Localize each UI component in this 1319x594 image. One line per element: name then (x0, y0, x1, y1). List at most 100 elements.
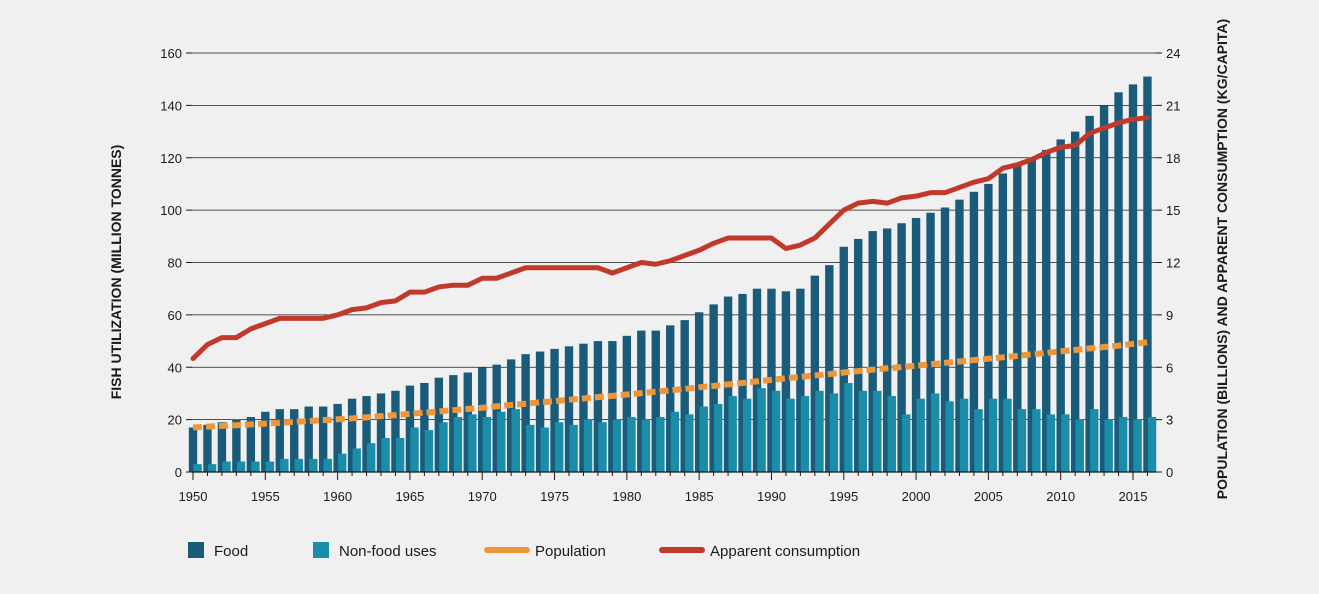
x-tick-label: 2000 (902, 489, 931, 504)
bar-non-food (916, 398, 925, 472)
bar-non-food (829, 393, 839, 472)
bar-non-food (207, 464, 217, 472)
bar-non-food (265, 461, 275, 472)
bar-non-food (988, 398, 998, 472)
bar-non-food (699, 406, 708, 472)
x-tick-label: 1985 (685, 489, 714, 504)
bar-non-food (800, 396, 810, 472)
bar-food (449, 375, 458, 472)
bar-food (304, 406, 313, 472)
bar-food (463, 372, 472, 472)
bar-food (318, 406, 328, 472)
legend-label: Non-food uses (339, 543, 437, 560)
bar-food (593, 341, 603, 472)
y2-tick-label: 6 (1166, 360, 1173, 375)
bar-food (1013, 165, 1022, 472)
x-tick-label: 1980 (612, 489, 641, 504)
y-tick-label: 120 (160, 151, 182, 166)
bar-food (521, 354, 530, 472)
bar-non-food (540, 427, 549, 472)
bar-food (796, 288, 805, 472)
x-tick-label: 2015 (1119, 489, 1148, 504)
bar-non-food (1147, 417, 1157, 472)
bar-non-food (497, 411, 506, 472)
bar-non-food (1003, 398, 1012, 472)
bar-food (1085, 115, 1094, 472)
bar-non-food (482, 417, 492, 472)
bar-food (781, 291, 791, 472)
bar-food (535, 351, 545, 472)
bar-non-food (236, 461, 246, 472)
y2-tick-label: 24 (1166, 46, 1180, 61)
y2-tick-label: 18 (1166, 151, 1180, 166)
bar-non-food (1017, 409, 1027, 472)
y2-tick-label: 15 (1166, 203, 1180, 218)
bar-non-food (511, 409, 520, 472)
legend-label: Population (535, 543, 606, 560)
bar-food (232, 419, 241, 472)
bar-food (926, 212, 935, 472)
bar-food (651, 330, 660, 472)
bar-non-food (612, 419, 622, 472)
legend-label: Food (214, 543, 248, 560)
bar-non-food (887, 396, 896, 472)
bar-non-food (1032, 409, 1041, 472)
bar-food (666, 325, 675, 472)
bar-food (969, 191, 979, 472)
legend: Food Non-food uses Population Apparent cons… (188, 542, 860, 560)
bar-food (203, 424, 212, 472)
bar-food (897, 223, 906, 472)
lines (190, 115, 1150, 431)
bar-food (246, 417, 256, 472)
line-apparent-consumption (190, 115, 1150, 362)
y-tick-label: 0 (175, 465, 182, 480)
bar-non-food (294, 458, 304, 472)
bar-food (1042, 149, 1051, 473)
bar-non-food (1133, 419, 1142, 472)
bar-non-food (526, 424, 535, 472)
bar-non-food (656, 417, 665, 472)
x-tick-label: 1960 (323, 489, 352, 504)
y2-tick-label: 12 (1166, 256, 1180, 271)
bar-non-food (1090, 409, 1099, 472)
bar-non-food (424, 430, 434, 472)
y2-tick-label: 21 (1166, 98, 1180, 113)
bar-non-food (1104, 419, 1113, 472)
x-tick-label: 1955 (251, 489, 280, 504)
x-tick-label: 2005 (974, 489, 1003, 504)
bar-food (347, 398, 357, 472)
bar-non-food (381, 437, 390, 472)
y-tick-label: 80 (168, 256, 182, 271)
bar-food (637, 330, 646, 472)
y-tick-label: 140 (160, 98, 182, 113)
bar-non-food (844, 382, 853, 472)
bar-food (420, 382, 429, 472)
bar-non-food (858, 390, 868, 472)
bar-non-food (786, 398, 795, 472)
bar-food (217, 422, 227, 472)
bar-non-food (714, 403, 723, 472)
y2-tick-label: 9 (1166, 308, 1173, 323)
bar-non-food (902, 414, 911, 472)
bar-non-food (583, 419, 593, 472)
bar-non-food (366, 443, 376, 472)
bar-food (998, 173, 1008, 472)
y-tick-label: 20 (168, 413, 182, 428)
x-tick-label: 1975 (540, 489, 569, 504)
bar-non-food (1118, 417, 1128, 472)
bar-food (478, 367, 487, 472)
x-tick-label: 1970 (468, 489, 497, 504)
bar-non-food (280, 458, 289, 472)
bar-food (579, 343, 588, 472)
x-tick-label: 1995 (829, 489, 858, 504)
y-tick-label: 40 (168, 360, 182, 375)
bar-food (1114, 92, 1123, 472)
bar-non-food (757, 388, 766, 472)
bar-non-food (1046, 414, 1056, 472)
bar-non-food (569, 424, 578, 472)
bar-food (506, 359, 516, 472)
bar-non-food (945, 401, 954, 472)
bar-non-food (222, 461, 231, 472)
bar-food (290, 409, 299, 472)
